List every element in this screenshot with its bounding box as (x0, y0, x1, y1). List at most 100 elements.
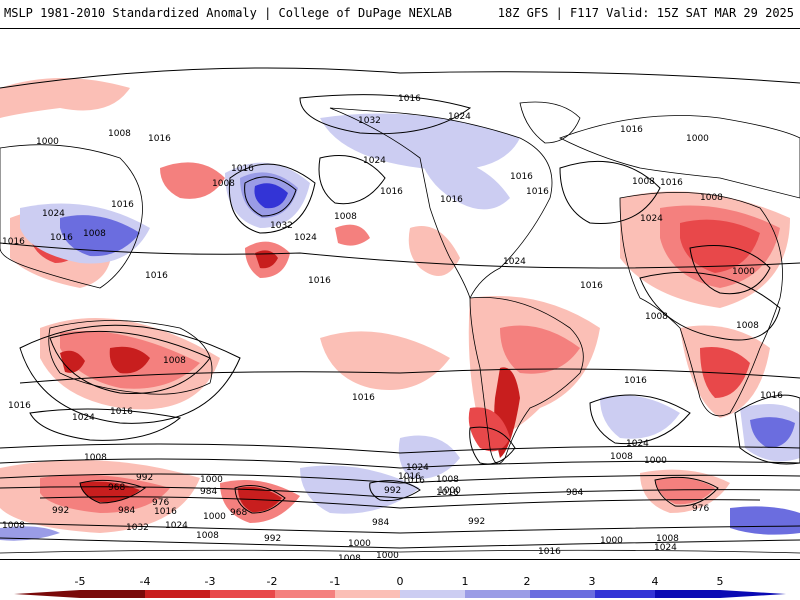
anomaly-neg-mexico (408, 226, 460, 276)
anomaly-neg-south-pacific (320, 331, 450, 390)
anomaly-neg-sahara-core (680, 219, 760, 273)
isobar-1000-africa (689, 245, 771, 295)
isobar-1032-arctic (299, 94, 472, 135)
isobar-label: 984 (372, 518, 389, 528)
isobar-label: 1000 (686, 134, 709, 144)
isobar-label: 1000 (203, 512, 226, 522)
isobar-label: 1016 (50, 233, 73, 243)
colorbar-tick-neg1: -1 (330, 575, 341, 588)
isobar-1008-south-america (469, 426, 516, 465)
isobar-label: 992 (384, 486, 401, 496)
anomaly-pos-southern-ocean (300, 465, 420, 514)
coast-greenland (519, 101, 581, 144)
map-title: MSLP 1981-2010 Standardized Anomaly | Co… (4, 6, 452, 20)
isobar-label: 992 (52, 506, 69, 516)
isobar-label: 1032 (358, 116, 381, 126)
map-frame (0, 28, 800, 560)
anomaly-pos-antarctic-east (730, 506, 800, 535)
colorbar-tick-neg3: -3 (205, 575, 216, 588)
isobar-968-low-mid (234, 485, 286, 514)
isobar-label: 1000 (200, 475, 223, 485)
colorbar-tick-pos1: 1 (462, 575, 469, 588)
isobar-label: 1016 (308, 276, 331, 286)
isobar-label: 1000 (644, 456, 667, 466)
anomaly-neg-australia-core (109, 346, 150, 374)
anomaly-neg-australia-west (60, 350, 85, 373)
isobar-label: 1032 (270, 221, 293, 231)
colorbar-bin-pos1 (400, 590, 465, 598)
isobar-label: 1016 (110, 407, 133, 417)
anomaly-colorbar: -5 -4 -3 -2 -1 0 1 2 3 4 5 (14, 575, 786, 598)
isobar-976-low-east (654, 476, 719, 507)
isobar-label: 1008 (163, 356, 186, 366)
isobar-1032-north-pacific (244, 176, 297, 217)
anomaly-pos-south-pacific (398, 435, 460, 479)
anomaly-pos-arctic (320, 113, 520, 170)
isobar-1024-south-atlantic (589, 394, 691, 445)
colorbar-bin-neg4 (145, 590, 210, 598)
isobar-1008-africa (639, 271, 781, 341)
colorbar-tick-zero: 0 (397, 575, 404, 588)
colorbar-bin-pos3 (530, 590, 595, 598)
colorbar-bin-neg1 (335, 590, 400, 598)
colorbar-tick-neg5: -5 (75, 575, 86, 588)
isobar-label: 984 (200, 487, 217, 497)
colorbar-bin-neg3 (210, 590, 275, 598)
anomaly-pos-east-asia-core (60, 215, 140, 257)
isobar-label: 976 (692, 504, 709, 514)
isobar-label: 1024 (448, 112, 471, 122)
isobar-label: 1016 (111, 200, 134, 210)
isobar-label: 1008 (212, 179, 235, 189)
isobar-label: 1016 (352, 393, 375, 403)
isobar-label: 1024 (294, 233, 317, 243)
isobar-label: 1016 (145, 271, 168, 281)
isobar-label: 1008 (108, 129, 131, 139)
isobar-1016-south-pacific (19, 368, 800, 384)
isobar-label: 1008 (2, 521, 25, 531)
isobar-label: 1024 (363, 156, 386, 166)
isobar-label: 1016 (398, 472, 421, 482)
isobar-label: 1016 (398, 94, 421, 104)
colorbar-tick-pos2: 2 (524, 575, 531, 588)
isobar-label: 1024 (406, 463, 429, 473)
isobar-1016-atlantic-high (559, 160, 661, 225)
isobar-label: 1024 (42, 209, 65, 219)
isobar-1008-north-pacific-low (318, 155, 386, 205)
coastlines (0, 101, 800, 554)
colorbar-bin-pos2 (465, 590, 530, 598)
isobar-label: 1008 (632, 177, 655, 187)
coast-africa (619, 191, 783, 417)
isobar-1016-arctic (0, 67, 800, 89)
coast-antarctica (0, 549, 800, 554)
anomaly-pos-antarctic-west (0, 526, 60, 541)
isobar-968-low-west (79, 479, 147, 504)
anomaly-pos-north-pacific-high-core (254, 183, 288, 209)
isobar-label: 976 (152, 498, 169, 508)
anomaly-neg-pacific-small (335, 224, 370, 246)
coast-north-america (329, 107, 553, 300)
isobar-992-south-pacific (369, 480, 421, 501)
isobar-label: 1024 (654, 543, 677, 553)
coast-eurasia (559, 115, 800, 199)
isobar-label: 1024 (503, 257, 526, 267)
anomaly-neg-north-pacific (160, 162, 225, 199)
isobar-label: 1016 (526, 187, 549, 197)
isobar-1016-australia (19, 324, 241, 424)
anomaly-pos-indian-ocean-core (750, 417, 795, 448)
colorbar-tick-pos3: 3 (589, 575, 596, 588)
colorbar-tick-pos4: 4 (652, 575, 659, 588)
isobar-label: 1000 (732, 267, 755, 277)
colorbar-bin-lt-neg4 (14, 590, 145, 598)
isobar-label: 984 (566, 488, 583, 498)
isobar-label: 1016 (580, 281, 603, 291)
isobar-1008-southern (0, 443, 800, 454)
isobar-label: 1016 (760, 391, 783, 401)
isobar-label: 1008 (645, 312, 668, 322)
anomaly-neg-south-america-mid (500, 325, 580, 374)
isobar-label: 1008 (83, 229, 106, 239)
isobar-label: 1000 (600, 536, 623, 546)
isobar-label: 1024 (165, 521, 188, 531)
isobar-label: 1000 (376, 551, 399, 560)
anomaly-map: 1016 1008 1000 1016 1032 1024 1016 1000 … (0, 67, 800, 560)
isobar-label: 984 (118, 506, 135, 516)
